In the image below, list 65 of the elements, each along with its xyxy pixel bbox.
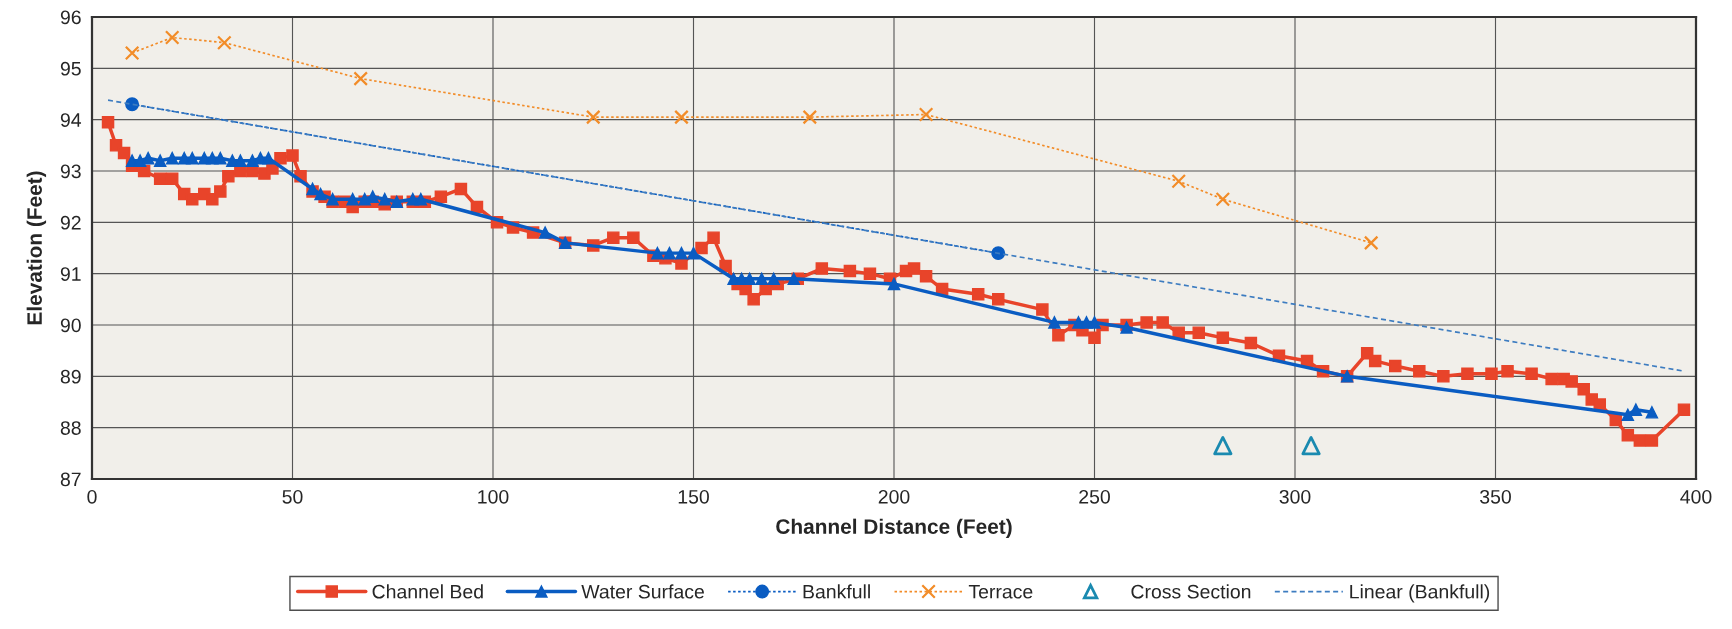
legend-label: Cross Section — [1131, 584, 1251, 599]
point — [767, 272, 780, 286]
x-tick-label: 200 — [878, 489, 910, 504]
x-tick-label: 0 — [87, 489, 97, 504]
point — [1213, 436, 1233, 456]
point — [153, 154, 167, 167]
point — [214, 151, 227, 165]
x-axis-title: Channel Distance (Feet) — [776, 518, 1012, 539]
x-tick-label: 250 — [1079, 489, 1110, 504]
point — [314, 187, 327, 201]
y-tick-label: 94 — [60, 113, 82, 127]
x-tick-label: 50 — [282, 489, 303, 504]
point — [262, 151, 275, 165]
point — [378, 192, 391, 206]
x-tick-label: 400 — [1680, 489, 1712, 504]
point — [918, 107, 934, 122]
point — [346, 192, 359, 206]
point — [165, 151, 179, 165]
point — [1645, 406, 1659, 419]
x-tick-label: 150 — [678, 489, 709, 504]
x-tick-label: 350 — [1480, 489, 1511, 504]
point — [353, 71, 369, 86]
point — [1215, 191, 1231, 207]
point — [185, 151, 199, 165]
point — [663, 246, 676, 260]
point — [216, 35, 232, 51]
y-tick-label: 92 — [60, 215, 81, 230]
point — [651, 246, 664, 260]
point — [687, 246, 700, 260]
point — [1088, 316, 1101, 329]
point — [1629, 403, 1643, 416]
point — [1363, 235, 1379, 251]
point — [124, 45, 140, 61]
point — [787, 272, 801, 286]
y-tick-label: 89 — [60, 369, 81, 384]
point — [675, 246, 688, 260]
y-tick-label: 87 — [60, 472, 81, 487]
point — [802, 109, 818, 125]
y-tick-label: 91 — [60, 267, 81, 281]
legend-label: Bankfull — [803, 584, 870, 599]
point — [674, 109, 689, 125]
point — [1301, 436, 1321, 456]
point — [585, 109, 601, 125]
point — [1621, 408, 1635, 422]
y-tick-label: 95 — [60, 61, 81, 76]
point — [755, 272, 768, 286]
y-tick-label: 96 — [60, 10, 81, 25]
point — [1048, 316, 1061, 329]
y-tick-label: 90 — [60, 318, 81, 333]
y-tick-label: 93 — [60, 164, 81, 179]
point — [887, 277, 901, 291]
legend-label: Linear (Bankfull) — [1350, 584, 1490, 603]
point — [164, 30, 180, 45]
point — [991, 246, 1006, 261]
point — [1171, 173, 1187, 189]
x-tick-label: 300 — [1279, 489, 1311, 504]
y-axis-title: Elevation (Feet) — [26, 171, 47, 325]
y-tick-label: 88 — [60, 421, 81, 435]
legend-label: Water Surface — [581, 584, 704, 599]
legend-label: Terrace — [968, 584, 1033, 599]
point — [414, 192, 428, 206]
x-tick-label: 100 — [478, 489, 509, 504]
point — [538, 226, 552, 239]
legend-label: Channel Bed — [372, 584, 483, 599]
point — [246, 154, 259, 167]
